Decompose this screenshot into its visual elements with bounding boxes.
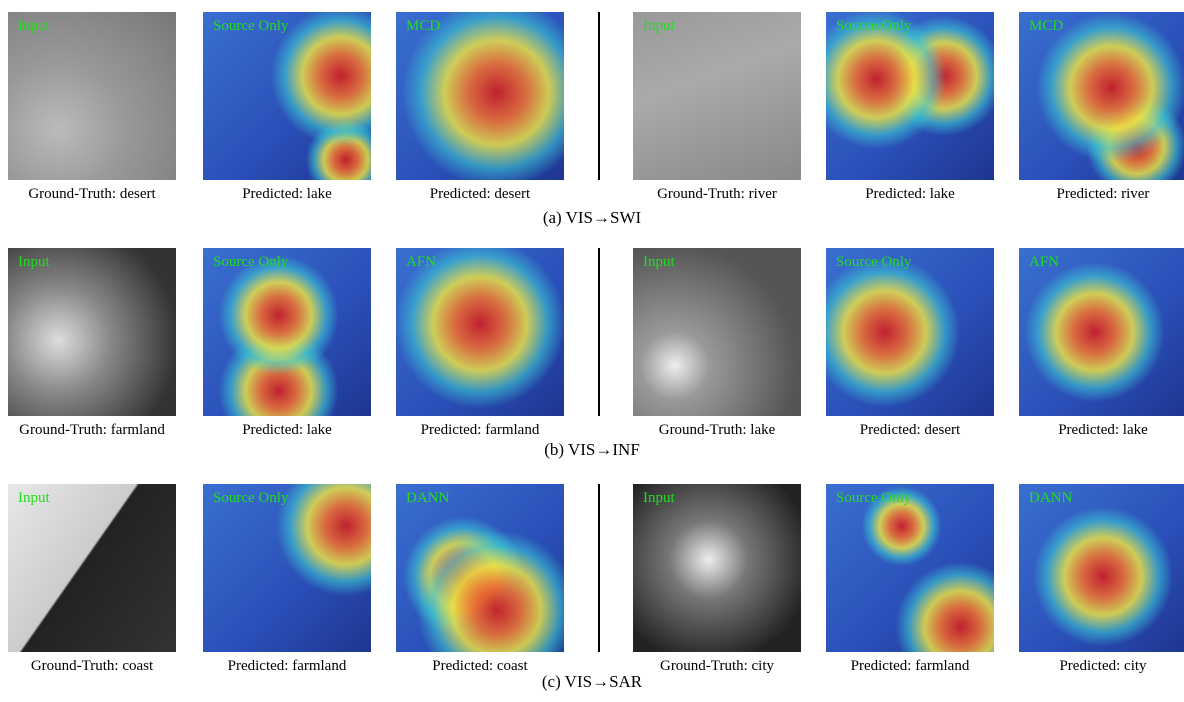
image-panel: AFN <box>1019 248 1184 416</box>
panel-tag: Source Only <box>836 254 911 271</box>
panel-tag: Input <box>643 254 675 271</box>
panel-tag: AFN <box>1029 254 1059 271</box>
image-panel: MCD <box>1019 12 1184 180</box>
panel-tag: Source Only <box>836 490 911 507</box>
image-panel: Source Only <box>826 484 994 652</box>
image-panel: DANN <box>396 484 564 652</box>
panel-tag: Input <box>18 18 50 35</box>
panel-label: Predicted: lake <box>187 186 387 203</box>
panel-label: Ground-Truth: river <box>617 186 817 203</box>
image-panel: Input <box>633 12 801 180</box>
panel-tag: Source Only <box>836 18 911 35</box>
image-panel: Source Only <box>826 12 994 180</box>
image-panel: Input <box>8 484 176 652</box>
panel-label: Predicted: farmland <box>380 422 580 439</box>
panel-tag: DANN <box>1029 490 1072 507</box>
panel-label: Ground-Truth: lake <box>617 422 817 439</box>
row-caption: (b) VIS→INF <box>0 440 1184 460</box>
panel-tag: MCD <box>406 18 440 35</box>
panel-label: Predicted: river <box>1003 186 1184 203</box>
image-panel: Source Only <box>203 12 371 180</box>
divider <box>598 12 600 180</box>
panel-tag: AFN <box>406 254 436 271</box>
panel-label: Predicted: lake <box>810 186 1010 203</box>
panel-tag: Input <box>643 490 675 507</box>
panel-tag: Source Only <box>213 490 288 507</box>
panel-label: Predicted: lake <box>1003 422 1184 439</box>
divider <box>598 248 600 416</box>
panel-label: Ground-Truth: farmland <box>0 422 192 439</box>
panel-label: Predicted: lake <box>187 422 387 439</box>
panel-tag: Input <box>18 490 50 507</box>
panel-tag: Input <box>18 254 50 271</box>
image-panel: Input <box>8 248 176 416</box>
figure: Input Ground-Truth: desert Source Only Pred… <box>0 0 1184 702</box>
panel-tag: DANN <box>406 490 449 507</box>
image-panel: DANN <box>1019 484 1184 652</box>
panel-tag: Input <box>643 18 675 35</box>
panel-tag: MCD <box>1029 18 1063 35</box>
image-panel: Input <box>633 248 801 416</box>
image-panel: Source Only <box>203 484 371 652</box>
panel-tag: Source Only <box>213 18 288 35</box>
image-panel: Input <box>633 484 801 652</box>
panel-tag: Source Only <box>213 254 288 271</box>
image-panel: Input <box>8 12 176 180</box>
image-panel: AFN <box>396 248 564 416</box>
panel-label: Predicted: desert <box>380 186 580 203</box>
image-panel: MCD <box>396 12 564 180</box>
image-panel: Source Only <box>203 248 371 416</box>
row-caption: (a) VIS→SWI <box>0 208 1184 228</box>
panel-label: Ground-Truth: desert <box>0 186 192 203</box>
row-caption: (c) VIS→SAR <box>0 672 1184 692</box>
divider <box>598 484 600 652</box>
panel-label: Predicted: desert <box>810 422 1010 439</box>
image-panel: Source Only <box>826 248 994 416</box>
